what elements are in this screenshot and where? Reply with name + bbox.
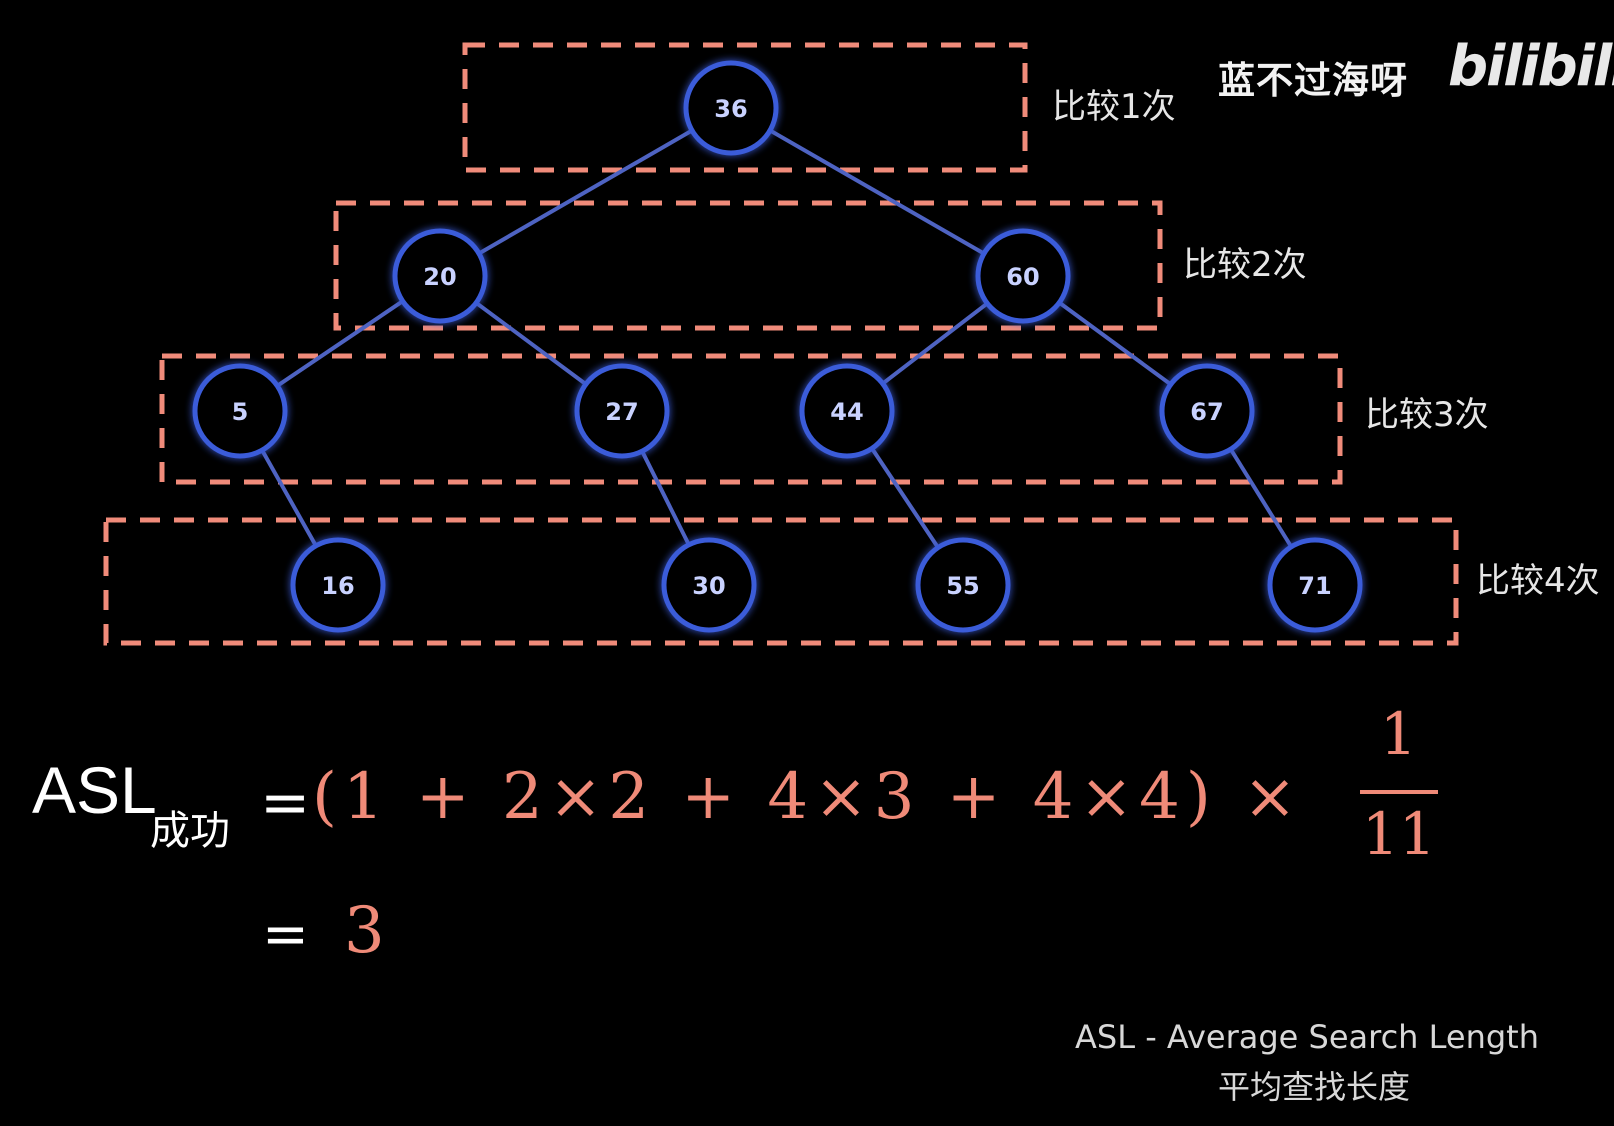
fraction-bar xyxy=(1360,790,1438,794)
node-label: 16 xyxy=(321,572,354,600)
node-label: 44 xyxy=(830,398,863,426)
author-watermark: 蓝不过海呀 xyxy=(1218,59,1408,102)
node-label: 55 xyxy=(946,572,979,600)
node-circle xyxy=(574,363,670,459)
node-label: 71 xyxy=(1298,572,1331,600)
tree-node-27: 27 xyxy=(574,363,670,459)
node-label: 67 xyxy=(1190,398,1223,426)
fraction-denominator: 11 xyxy=(1362,800,1436,868)
caption-english: ASL - Average Search Length xyxy=(1075,1018,1539,1056)
level-4-comparison-label: 比较4次 xyxy=(1476,561,1600,601)
edge-n36-n60 xyxy=(730,106,1024,278)
level-1-comparison-label: 比较1次 xyxy=(1052,87,1176,127)
level-2-box xyxy=(333,200,1163,331)
node-circle xyxy=(392,228,488,324)
node-label: 60 xyxy=(1006,263,1039,291)
node-circle xyxy=(290,537,386,633)
bilibili-logo: bilibili xyxy=(1448,34,1614,99)
tree-node-67: 67 xyxy=(1159,363,1255,459)
level-1-box xyxy=(462,42,1028,173)
node-circle xyxy=(661,537,757,633)
caption-chinese: 平均查找长度 xyxy=(1218,1068,1411,1106)
level-4-box xyxy=(103,517,1459,646)
node-circle xyxy=(1159,363,1255,459)
node-circle xyxy=(192,363,288,459)
tree-node-5: 5 xyxy=(192,363,288,459)
level-3-box xyxy=(159,353,1343,485)
formula-result: 3 xyxy=(344,894,385,968)
equals-sign: = xyxy=(260,768,311,838)
edge-n36-n20 xyxy=(439,106,732,278)
formula-expression: (1 + 2×2 + 4×3 + 4×4) × xyxy=(312,760,1303,834)
node-circle xyxy=(915,537,1011,633)
result-equals-sign: = xyxy=(262,902,309,967)
node-label: 20 xyxy=(423,263,456,291)
node-circle xyxy=(1267,537,1363,633)
asl-subscript: 成功 xyxy=(150,808,230,854)
node-circle xyxy=(975,228,1071,324)
node-label: 27 xyxy=(605,398,638,426)
tree-node-44: 44 xyxy=(799,363,895,459)
node-label: 30 xyxy=(692,572,725,600)
tree-node-20: 20 xyxy=(392,228,488,324)
node-label: 5 xyxy=(232,398,249,426)
tree-node-71: 71 xyxy=(1267,537,1363,633)
tree-node-16: 16 xyxy=(290,537,386,633)
node-label: 36 xyxy=(714,95,747,123)
tree-node-36: 36 xyxy=(683,60,779,156)
level-3-comparison-label: 比较3次 xyxy=(1365,395,1489,435)
tree-node-55: 55 xyxy=(915,537,1011,633)
asl-symbol: ASL xyxy=(32,753,157,827)
node-circle xyxy=(683,60,779,156)
node-circle xyxy=(799,363,895,459)
tree-node-30: 30 xyxy=(661,537,757,633)
fraction-numerator: 1 xyxy=(1380,700,1417,768)
level-2-comparison-label: 比较2次 xyxy=(1183,245,1307,285)
tree-node-60: 60 xyxy=(975,228,1071,324)
